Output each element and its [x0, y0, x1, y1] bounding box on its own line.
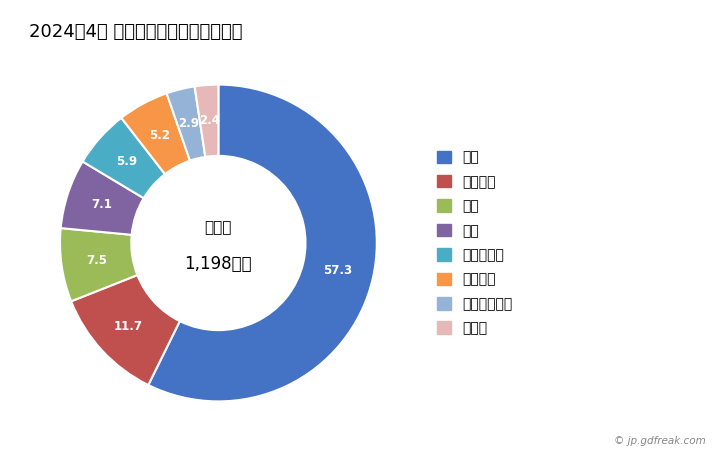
Text: 5.2: 5.2: [149, 129, 170, 142]
Text: 7.1: 7.1: [91, 198, 112, 211]
Text: 2.9: 2.9: [178, 117, 199, 130]
Wedge shape: [149, 85, 377, 401]
Wedge shape: [60, 228, 138, 302]
Text: 2024年4月 輸出相手国のシェア（％）: 2024年4月 輸出相手国のシェア（％）: [29, 22, 242, 40]
Wedge shape: [71, 275, 180, 385]
Text: 5.9: 5.9: [116, 155, 137, 168]
Wedge shape: [167, 86, 205, 161]
Text: 57.3: 57.3: [323, 265, 352, 277]
Wedge shape: [122, 93, 190, 174]
Text: 2.4: 2.4: [199, 114, 220, 127]
Wedge shape: [82, 118, 165, 198]
Wedge shape: [60, 162, 143, 235]
Legend: 中国, フランス, 韓国, 米国, ボルトガル, イタリア, インドネシア, その他: 中国, フランス, 韓国, 米国, ボルトガル, イタリア, インドネシア, そ…: [431, 145, 518, 341]
Wedge shape: [194, 85, 218, 157]
Text: 総　額: 総 額: [205, 220, 232, 234]
Text: 7.5: 7.5: [87, 254, 107, 267]
Text: © jp.gdfreak.com: © jp.gdfreak.com: [614, 436, 706, 446]
Text: 11.7: 11.7: [114, 320, 143, 333]
Text: 1,198万円: 1,198万円: [185, 255, 252, 273]
